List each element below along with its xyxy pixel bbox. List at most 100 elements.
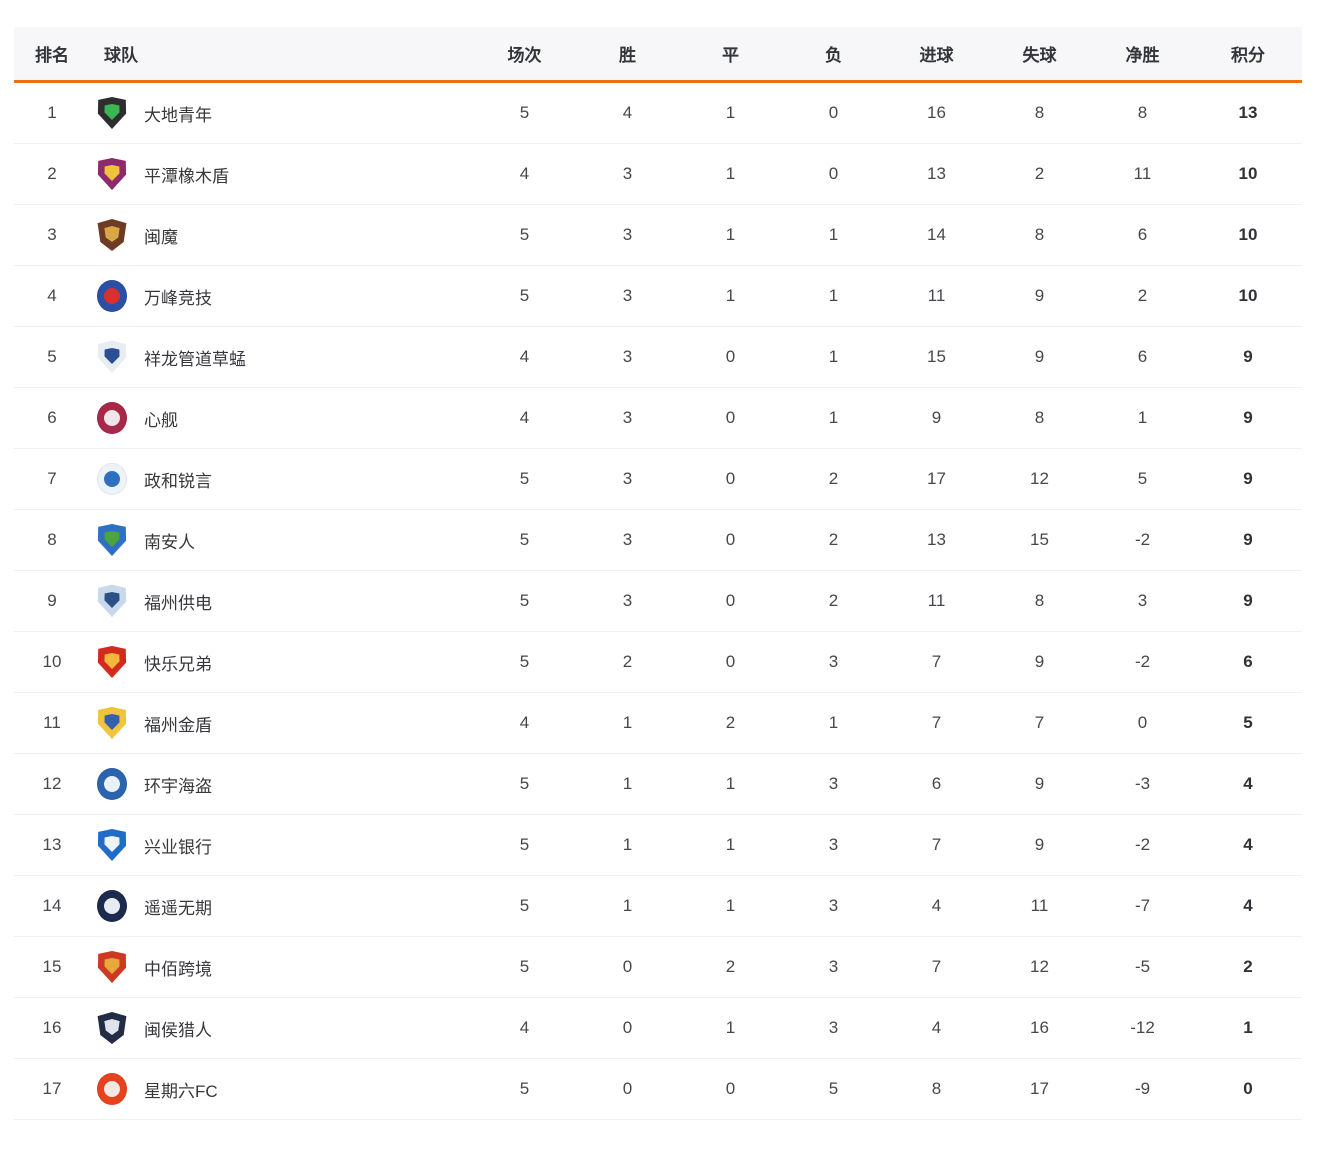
table-row[interactable]: 9 福州供电 5 3 0 2 11 8 3 9: [14, 571, 1302, 632]
badge-inner-shape: [104, 776, 120, 792]
points-cell: 4: [1243, 896, 1253, 915]
rank-cell: 17: [42, 1079, 62, 1098]
points-cell: 0: [1243, 1079, 1253, 1098]
team-badge-icon: [96, 280, 128, 312]
points-cell: 10: [1238, 164, 1258, 183]
column-header-loss: 负: [825, 46, 842, 65]
table-row[interactable]: 10 快乐兄弟 5 2 0 3 7 9 -2 6: [14, 632, 1302, 693]
points-cell: 9: [1243, 469, 1253, 488]
win-cell: 1: [622, 835, 633, 854]
team-cell: 万峰竞技: [90, 280, 473, 312]
table-row[interactable]: 3 闽魔 5 3 1 1 14 8 6 10: [14, 205, 1302, 266]
table-row[interactable]: 13 兴业银行 5 1 1 3 7 9 -2 4: [14, 815, 1302, 876]
goals-for-cell: 6: [931, 774, 942, 793]
points-cell: 1: [1243, 1018, 1253, 1037]
goals-against-cell: 17: [1030, 1079, 1049, 1098]
goals-against-cell: 11: [1030, 896, 1049, 915]
table-row[interactable]: 14 遥遥无期 5 1 1 3 4 11 -7 4: [14, 876, 1302, 937]
rank-cell: 13: [42, 835, 62, 854]
team-badge-icon: [96, 1073, 128, 1105]
table-row[interactable]: 15 中佰跨境 5 0 2 3 7 12 -5 2: [14, 937, 1302, 998]
badge-inner-shape: [104, 836, 120, 852]
loss-cell: 3: [828, 1018, 839, 1037]
goals-against-cell: 8: [1034, 408, 1045, 427]
goals-against-cell: 16: [1030, 1018, 1049, 1037]
table-row[interactable]: 5 祥龙管道草蜢 4 3 0 1 15 9 6 9: [14, 327, 1302, 388]
rank-cell: 5: [47, 347, 57, 366]
points-cell: 5: [1243, 713, 1253, 732]
rank-cell: 8: [47, 530, 57, 549]
team-badge-icon: [96, 646, 128, 678]
team-cell: 环宇海盗: [90, 768, 473, 800]
draw-cell: 2: [725, 713, 736, 732]
draw-cell: 0: [725, 652, 736, 671]
played-cell: 5: [519, 286, 530, 305]
team-badge-icon: [96, 707, 128, 739]
draw-cell: 1: [725, 164, 736, 183]
played-cell: 4: [519, 1018, 530, 1037]
win-cell: 1: [622, 713, 633, 732]
badge-inner-shape: [104, 104, 120, 120]
played-cell: 4: [519, 164, 530, 183]
rank-cell: 9: [47, 591, 57, 610]
team-name: 闽魔: [144, 227, 178, 247]
win-cell: 1: [622, 896, 633, 915]
column-header-goals-for: 进球: [919, 46, 954, 65]
team-badge-icon: [96, 463, 128, 495]
goals-for-cell: 11: [927, 286, 946, 305]
win-cell: 3: [622, 408, 633, 427]
goals-for-cell: 11: [927, 591, 946, 610]
team-name: 兴业银行: [144, 837, 212, 857]
goals-for-cell: 14: [927, 225, 946, 244]
goal-diff-cell: -2: [1134, 835, 1151, 854]
loss-cell: 2: [828, 530, 839, 549]
table-row[interactable]: 16 闽侯猎人 4 0 1 3 4 16 -12 1: [14, 998, 1302, 1059]
table-row[interactable]: 1 大地青年 5 4 1 0 16 8 8 13: [14, 83, 1302, 144]
table-row[interactable]: 4 万峰竞技 5 3 1 1 11 9 2 10: [14, 266, 1302, 327]
team-badge-icon: [96, 768, 128, 800]
played-cell: 5: [519, 225, 530, 244]
team-cell: 福州金盾: [90, 707, 473, 739]
goal-diff-cell: -9: [1134, 1079, 1151, 1098]
loss-cell: 3: [828, 957, 839, 976]
draw-cell: 1: [725, 286, 736, 305]
table-row[interactable]: 2 平潭橡木盾 4 3 1 0 13 2 11 10: [14, 144, 1302, 205]
rank-cell: 12: [42, 774, 62, 793]
table-row[interactable]: 6 心舰 4 3 0 1 9 8 1 9: [14, 388, 1302, 449]
goals-for-cell: 7: [931, 713, 942, 732]
win-cell: 0: [622, 1079, 633, 1098]
goals-for-cell: 7: [931, 652, 942, 671]
table-row[interactable]: 11 福州金盾 4 1 2 1 7 7 0 5: [14, 693, 1302, 754]
goal-diff-cell: 5: [1137, 469, 1148, 488]
draw-cell: 1: [725, 774, 736, 793]
goals-against-cell: 12: [1030, 469, 1049, 488]
team-cell: 福州供电: [90, 585, 473, 617]
team-cell: 闽魔: [90, 219, 473, 251]
win-cell: 3: [622, 591, 633, 610]
column-header-win: 胜: [619, 46, 636, 65]
table-body: 1 大地青年 5 4 1 0 16 8 8 13 2 平潭橡木盾 4 3 1 0…: [14, 83, 1302, 1120]
badge-inner-shape: [104, 348, 120, 364]
goal-diff-cell: -2: [1134, 530, 1151, 549]
points-cell: 9: [1243, 530, 1253, 549]
team-badge-icon: [96, 585, 128, 617]
table-row[interactable]: 8 南安人 5 3 0 2 13 15 -2 9: [14, 510, 1302, 571]
rank-cell: 1: [47, 103, 57, 122]
win-cell: 1: [622, 774, 633, 793]
win-cell: 3: [622, 225, 633, 244]
goals-for-cell: 8: [931, 1079, 942, 1098]
goals-against-cell: 8: [1034, 225, 1045, 244]
goal-diff-cell: 3: [1137, 591, 1148, 610]
table-row[interactable]: 17 星期六FC 5 0 0 5 8 17 -9 0: [14, 1059, 1302, 1120]
win-cell: 2: [622, 652, 633, 671]
rank-cell: 14: [42, 896, 62, 915]
badge-inner-shape: [104, 1019, 120, 1035]
column-header-draw: 平: [722, 46, 739, 65]
table-row[interactable]: 7 政和锐言 5 3 0 2 17 12 5 9: [14, 449, 1302, 510]
played-cell: 5: [519, 591, 530, 610]
goals-for-cell: 17: [927, 469, 946, 488]
table-row[interactable]: 12 环宇海盗 5 1 1 3 6 9 -3 4: [14, 754, 1302, 815]
loss-cell: 1: [828, 286, 839, 305]
badge-inner-shape: [104, 958, 120, 974]
badge-inner-shape: [104, 410, 120, 426]
